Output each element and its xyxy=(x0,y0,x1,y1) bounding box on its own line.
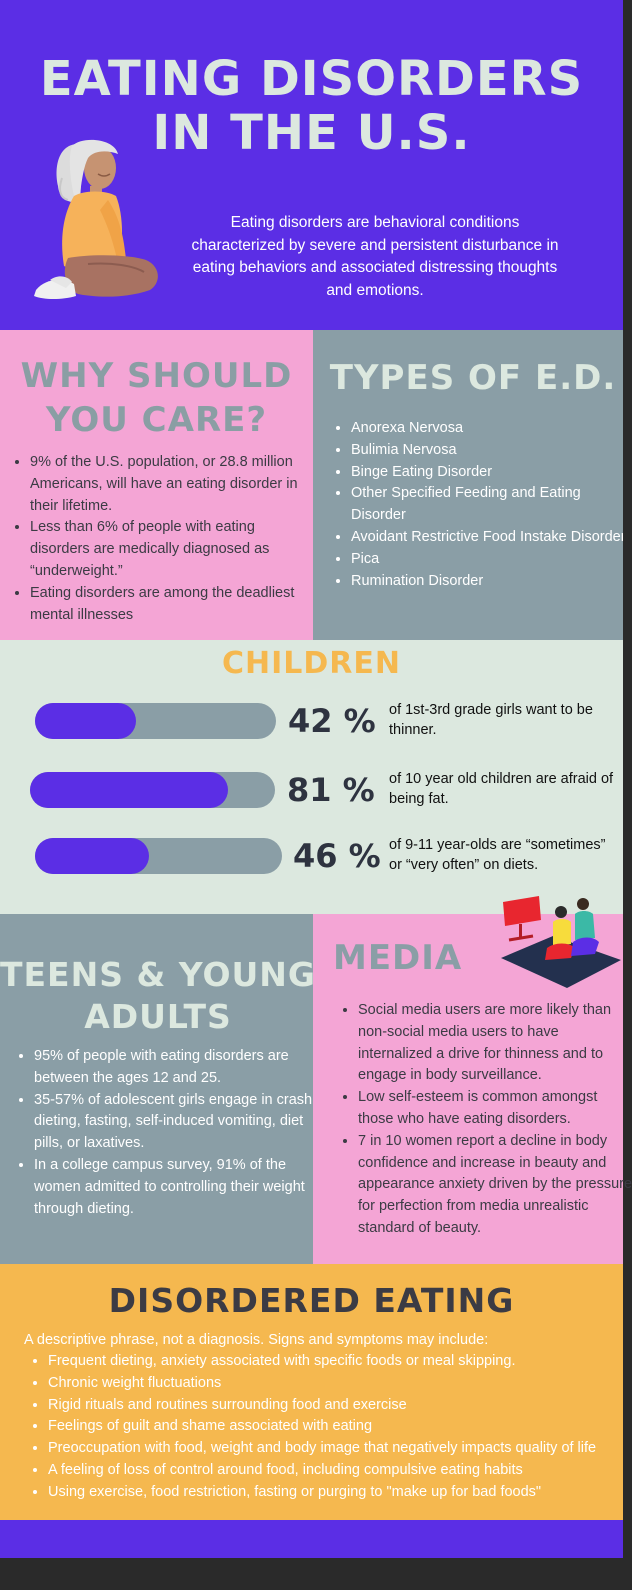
stat-value: 42 % xyxy=(288,702,376,740)
list-item: 35-57% of adolescent girls engage in cra… xyxy=(34,1090,313,1155)
progress-bar xyxy=(35,838,282,874)
list-item: Other Specified Feeding and Eating Disor… xyxy=(351,483,603,527)
why-care-title-line-1: WHY SHOULD xyxy=(20,356,293,396)
children-title: CHILDREN xyxy=(221,646,401,681)
list-item: 7 in 10 women report a decline in body c… xyxy=(358,1131,632,1240)
list-item: Anorexa Nervosa xyxy=(351,418,623,440)
teens-list: 95% of people with eating disorders are … xyxy=(14,1046,313,1220)
media-list: Social media users are more likely than … xyxy=(338,1000,632,1240)
list-item: Preoccupation with food, weight and body… xyxy=(48,1438,623,1460)
list-item: Binge Eating Disorder xyxy=(351,462,623,484)
teens-title-line-1: TEENS & YOUNG xyxy=(0,955,313,994)
progress-bar-fill xyxy=(35,838,149,874)
list-item: Eating disorders are among the deadliest… xyxy=(30,583,313,627)
page-title-line-1: EATING DISORDERS xyxy=(39,51,584,107)
types-list: Anorexa Nervosa Bulimia Nervosa Binge Ea… xyxy=(331,418,623,592)
progress-bar-fill xyxy=(30,772,229,808)
stat-value: 46 % xyxy=(293,837,381,875)
list-item: Social media users are more likely than … xyxy=(358,1000,632,1087)
why-care-section: WHY SHOULD YOU CARE? 9% of the U.S. popu… xyxy=(0,330,313,640)
why-care-title: WHY SHOULD YOU CARE? xyxy=(0,354,313,442)
media-section: MEDIA Social media users are more likely… xyxy=(313,896,632,1264)
intro-text: Eating disorders are behavioral conditio… xyxy=(191,214,559,299)
stat-description: of 10 year old children are afraid of be… xyxy=(389,771,614,807)
disordered-eating-intro: A descriptive phrase, not a diagnosis. S… xyxy=(24,1332,489,1348)
sitting-girl-illustration xyxy=(34,139,158,299)
list-item: Chronic weight fluctuations xyxy=(48,1373,623,1395)
list-item: In a college campus survey, 91% of the w… xyxy=(34,1155,313,1220)
list-item: Pica xyxy=(351,549,623,571)
stat-description: of 1st-3rd grade girls want to be thinne… xyxy=(389,702,593,738)
list-item: Feelings of guilt and shame associated w… xyxy=(48,1416,623,1438)
progress-bar xyxy=(30,772,275,808)
list-item: 95% of people with eating disorders are … xyxy=(34,1046,313,1090)
disordered-eating-title: DISORDERED EATING xyxy=(108,1281,515,1320)
header-section: EATING DISORDERS IN THE U.S. Eating diso… xyxy=(0,0,623,330)
list-item: 9% of the U.S. population, or 28.8 milli… xyxy=(30,452,313,517)
page-title-line-2: IN THE U.S. xyxy=(152,105,471,161)
why-care-title-line-2: YOU CARE? xyxy=(45,400,268,440)
list-item: Rigid rituals and routines surrounding f… xyxy=(48,1395,623,1417)
teens-title-line-2: ADULTS xyxy=(84,997,232,1036)
list-item: Avoidant Restrictive Food Instake Disord… xyxy=(351,527,623,549)
list-item: Bulimia Nervosa xyxy=(351,440,623,462)
types-section: TYPES OF E.D. Anorexa Nervosa Bulimia Ne… xyxy=(313,330,623,640)
teens-title: TEENS & YOUNG ADULTS xyxy=(0,954,313,1038)
list-item: A feeling of loss of control around food… xyxy=(48,1460,623,1482)
progress-bar xyxy=(35,703,276,739)
list-item: Rumination Disorder xyxy=(351,571,623,593)
list-item: Less than 6% of people with eating disor… xyxy=(30,517,313,582)
media-title: MEDIA xyxy=(333,938,463,978)
children-section: CHILDREN 42 % of 1st-3rd grade girls wan… xyxy=(0,640,623,914)
tv-watching-illustration xyxy=(501,896,621,988)
list-item: Frequent dieting, anxiety associated wit… xyxy=(48,1351,623,1373)
list-item: Using exercise, food restriction, fastin… xyxy=(48,1482,623,1504)
stat-value: 81 % xyxy=(287,771,375,809)
list-item: Low self-esteem is common amongst those … xyxy=(358,1087,632,1131)
progress-bar-fill xyxy=(35,703,137,739)
why-care-list: 9% of the U.S. population, or 28.8 milli… xyxy=(10,452,313,626)
disordered-eating-section: DISORDERED EATING A descriptive phrase, … xyxy=(0,1264,623,1520)
disordered-eating-list: Frequent dieting, anxiety associated wit… xyxy=(28,1351,623,1504)
footer-bar xyxy=(0,1520,623,1558)
page-title: EATING DISORDERS IN THE U.S. xyxy=(0,52,623,160)
stat-description: of 9-11 year-olds are “sometimes” or “ve… xyxy=(389,837,606,873)
teens-section: TEENS & YOUNG ADULTS 95% of people with … xyxy=(0,914,313,1264)
types-title: TYPES OF E.D. xyxy=(329,358,617,398)
